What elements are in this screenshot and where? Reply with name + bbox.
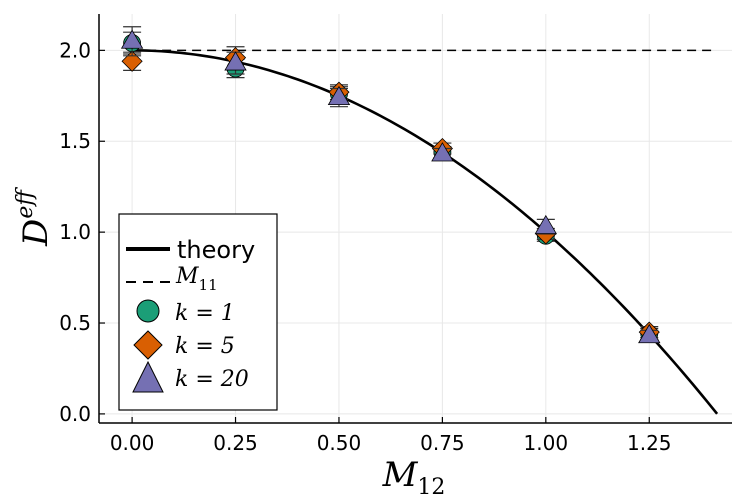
point-triangle-0 — [120, 26, 144, 57]
marker-triangle — [224, 51, 247, 71]
marker-triangle — [327, 85, 351, 106]
x-tick-label-0: 0.00 — [110, 431, 155, 455]
legend-m11-label: M11 — [175, 264, 218, 294]
point-triangle-5 — [638, 323, 661, 344]
svg-text:Deff: Deff — [13, 187, 56, 247]
data-points — [120, 26, 661, 344]
x-axis-label-sub: 12 — [417, 475, 445, 498]
x-axis-label: M12 — [382, 455, 446, 498]
axes — [98, 14, 732, 424]
x-axis-label-main: M — [382, 455, 419, 495]
y-axis-label-sup: eff — [13, 187, 38, 219]
legend-k20-marker — [132, 360, 164, 393]
legend-k20-label: k = 20 — [175, 367, 249, 392]
tick-labels: 0.00 0.25 0.50 0.75 1.00 1.25 0.0 0.5 1.0 1.5 2.0 — [59, 38, 671, 455]
legend-k1-label: k = 1 — [175, 301, 235, 326]
x-tick-label-3: 0.75 — [420, 431, 465, 455]
legend-k1-marker — [136, 299, 160, 323]
y-tick-label-1: 0.5 — [59, 311, 91, 335]
marker-triangle — [431, 142, 454, 162]
point-triangle-1 — [224, 51, 247, 75]
legend-theory-label: theory — [177, 236, 255, 264]
legend-k5-label: k = 5 — [175, 334, 235, 359]
legend-k5-marker — [133, 330, 163, 360]
point-triangle-2 — [327, 85, 351, 108]
point-triangle-4 — [534, 214, 558, 235]
point-triangle-3 — [431, 142, 454, 162]
x-tick-label-2: 0.50 — [317, 431, 362, 455]
marker-triangle — [534, 214, 558, 235]
y-tick-label-0: 0.0 — [59, 402, 91, 426]
y-tick-label-2: 1.0 — [59, 220, 91, 244]
x-tick-label-5: 1.25 — [627, 431, 672, 455]
x-tick-label-1: 0.25 — [213, 431, 258, 455]
y-axis-label-main: D — [16, 219, 56, 247]
y-axis-label: Deff — [13, 187, 56, 247]
legend: theory M11 k = 1 k = 5 k = 20 — [118, 213, 278, 411]
x-tick-label-4: 1.00 — [524, 431, 569, 455]
y-tick-label-4: 2.0 — [59, 38, 91, 62]
marker-triangle — [638, 323, 661, 344]
marker-triangle — [120, 29, 144, 49]
y-tick-label-3: 1.5 — [59, 129, 91, 153]
